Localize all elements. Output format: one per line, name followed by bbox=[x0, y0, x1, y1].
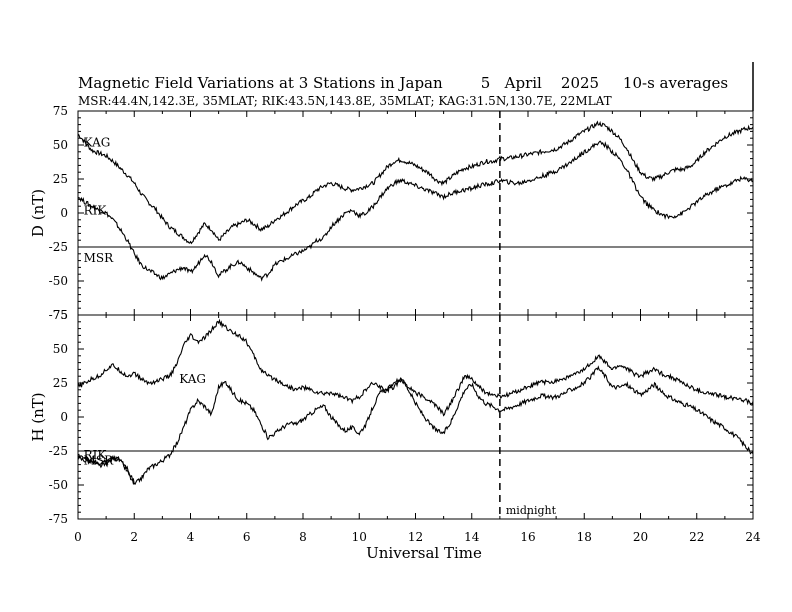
station-label-D: MSR bbox=[84, 251, 115, 265]
series-H-rik bbox=[77, 365, 754, 486]
y-tick-label: -75 bbox=[49, 308, 68, 322]
x-tick-label: 22 bbox=[689, 530, 704, 544]
x-tick-label: 10 bbox=[352, 530, 367, 544]
y-tick-label: -25 bbox=[49, 444, 68, 458]
station-label-D: RIK bbox=[84, 203, 108, 217]
chart-title: Magnetic Field Variations at 3 Stations … bbox=[78, 74, 728, 92]
station-label-D: KAG bbox=[84, 135, 111, 149]
chart-subtitle: MSR:44.4N,142.3E, 35MLAT; RIK:43.5N,143.… bbox=[78, 94, 612, 108]
series-D-kag bbox=[77, 120, 754, 245]
series-H-kag bbox=[77, 318, 754, 417]
y-tick-label: -25 bbox=[49, 240, 68, 254]
station-label-H: MSR bbox=[84, 454, 115, 468]
y-tick-label: 75 bbox=[53, 308, 68, 322]
y-tick-label: 50 bbox=[53, 138, 68, 152]
midnight-label: midnight bbox=[506, 504, 557, 517]
x-tick-label: 12 bbox=[408, 530, 423, 544]
series-D-rik bbox=[77, 140, 754, 282]
series-H-msr bbox=[77, 453, 135, 485]
x-tick-label: 6 bbox=[243, 530, 251, 544]
y-tick-label: 0 bbox=[60, 206, 68, 220]
y-tick-label: 50 bbox=[53, 342, 68, 356]
station-label-H: KAG bbox=[179, 372, 206, 386]
y-tick-label: 75 bbox=[53, 104, 68, 118]
x-axis: 0 2 4 6 8 10 12 14 16 18 20 22 24 bbox=[74, 530, 761, 544]
x-tick-label: 8 bbox=[299, 530, 307, 544]
x-tick-label: 18 bbox=[577, 530, 592, 544]
x-axis-label: Universal Time bbox=[366, 544, 482, 562]
y-tick-label: -75 bbox=[49, 512, 68, 526]
panel-frame-D bbox=[77, 110, 754, 316]
x-tick-label: 0 bbox=[74, 530, 82, 544]
y-tick-label: -50 bbox=[49, 478, 68, 492]
panel-declination: 75 50 25 0 -25 -50 -75 D (nT) KAG RIK MSR bbox=[29, 104, 754, 322]
x-tick-label: 4 bbox=[187, 530, 195, 544]
panel-frame-H bbox=[77, 314, 754, 520]
y-axis-label-H: H (nT) bbox=[29, 392, 47, 441]
x-tick-label: 24 bbox=[745, 530, 761, 544]
x-tick-label: 14 bbox=[464, 530, 480, 544]
y-tick-label: 25 bbox=[53, 172, 68, 186]
y-tick-label: 25 bbox=[53, 376, 68, 390]
station-label-H: RIK bbox=[84, 448, 108, 462]
x-tick-label: 2 bbox=[130, 530, 138, 544]
y-axis-label-D: D (nT) bbox=[29, 189, 47, 237]
y-tick-label: -50 bbox=[49, 274, 68, 288]
x-tick-label: 16 bbox=[520, 530, 535, 544]
y-tick-label: 0 bbox=[60, 410, 68, 424]
x-tick-label: 20 bbox=[633, 530, 648, 544]
